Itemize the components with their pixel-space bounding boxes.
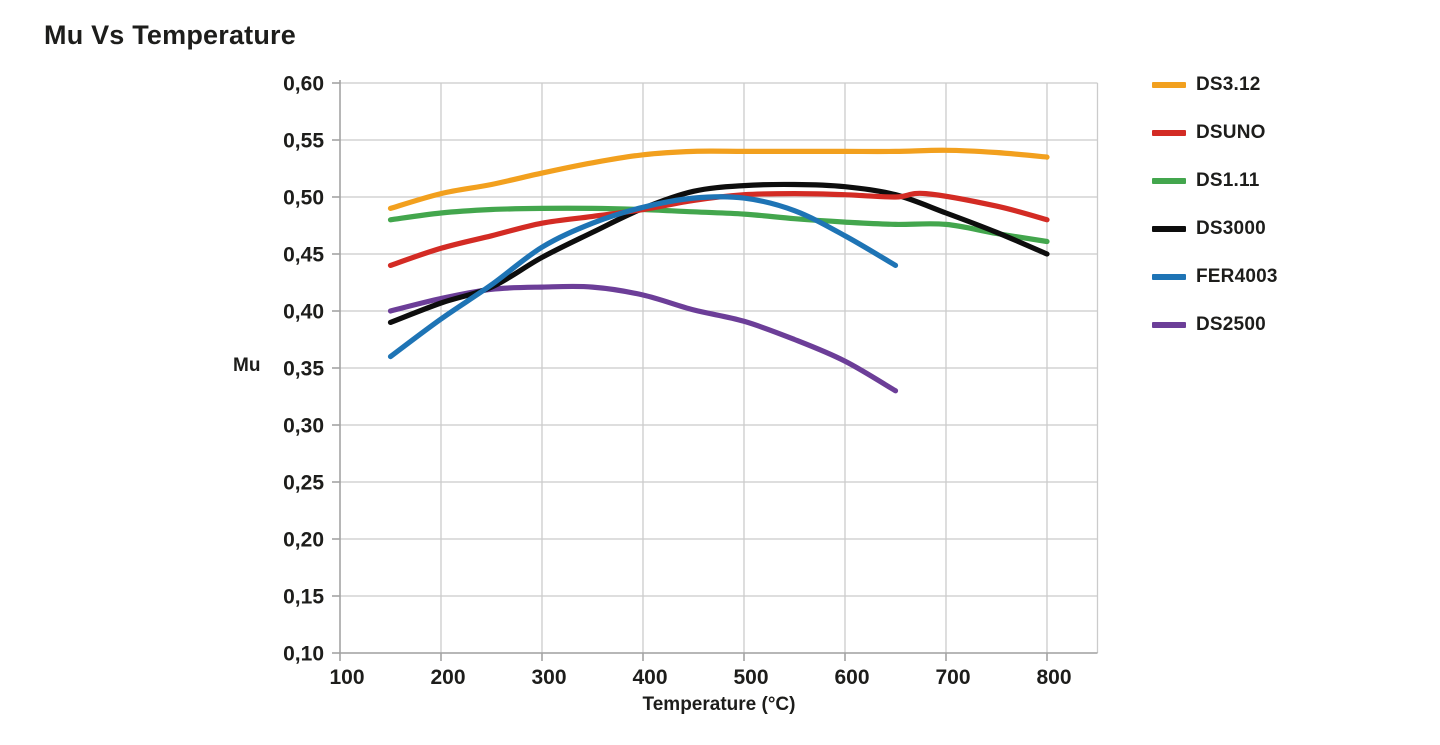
- legend-swatch: [1152, 82, 1186, 88]
- legend-item-ds3000: DS3000: [1152, 218, 1278, 239]
- legend-swatch: [1152, 130, 1186, 136]
- y-tick-label: 0,45: [283, 244, 324, 267]
- legend-item-dsuno: DSUNO: [1152, 122, 1278, 143]
- y-tick-label: 0,40: [283, 301, 324, 324]
- legend-label: DS3.12: [1196, 74, 1261, 95]
- x-tick-label: 100: [329, 666, 364, 689]
- legend-swatch: [1152, 322, 1186, 328]
- legend-swatch: [1152, 274, 1186, 280]
- legend-item-ds2500: DS2500: [1152, 314, 1278, 335]
- y-tick-label: 0,35: [283, 358, 324, 381]
- y-tick-label: 0,30: [283, 415, 324, 438]
- tick-labels: 0,60 0,55 0,50 0,45 0,40 0,35 0,30 0,25 0,20 0,15…: [283, 73, 1071, 690]
- x-tick-label: 600: [834, 666, 869, 689]
- legend: DS3.12 DSUNO DS1.11 DS3000 FER4003 DS2500: [1152, 74, 1278, 363]
- legend-item-ds1-11: DS1.11: [1152, 170, 1278, 191]
- legend-item-ds3-12: DS3.12: [1152, 74, 1278, 95]
- legend-item-fer4003: FER4003: [1152, 266, 1278, 287]
- x-tick-label: 400: [632, 666, 667, 689]
- series-line-ds3000: [387, 181, 1050, 325]
- x-tick-label: 300: [531, 666, 566, 689]
- chart-title: Mu Vs Temperature: [44, 20, 296, 50]
- series-line-fer4003: [387, 194, 899, 360]
- y-tick-label: 0,20: [283, 529, 324, 552]
- y-tick-label: 0,15: [283, 586, 324, 609]
- y-axis-title: Mu: [233, 355, 261, 376]
- legend-label: DS3000: [1196, 218, 1266, 239]
- legend-label: DS1.11: [1196, 170, 1260, 191]
- y-tick-label: 0,10: [283, 643, 324, 666]
- series-curves: [387, 147, 1050, 394]
- series-line-ds3-12: [387, 147, 1050, 211]
- legend-label: DS2500: [1196, 314, 1266, 335]
- x-tick-label: 800: [1036, 666, 1071, 689]
- y-tick-label: 0,55: [283, 130, 324, 153]
- gridlines: [340, 82, 1099, 654]
- x-tick-label: 700: [935, 666, 970, 689]
- y-tick-label: 0,25: [283, 472, 324, 495]
- y-tick-label: 0,60: [283, 73, 324, 96]
- axes: [332, 80, 1098, 661]
- legend-label: FER4003: [1196, 266, 1278, 287]
- x-tick-label: 500: [733, 666, 768, 689]
- legend-swatch: [1152, 178, 1186, 184]
- series-line-ds1-11: [387, 205, 1050, 245]
- legend-swatch: [1152, 226, 1186, 232]
- x-tick-label: 200: [430, 666, 465, 689]
- x-axis-title: Temperature (°C): [642, 694, 796, 715]
- legend-label: DSUNO: [1196, 122, 1266, 143]
- y-tick-label: 0,50: [283, 187, 324, 210]
